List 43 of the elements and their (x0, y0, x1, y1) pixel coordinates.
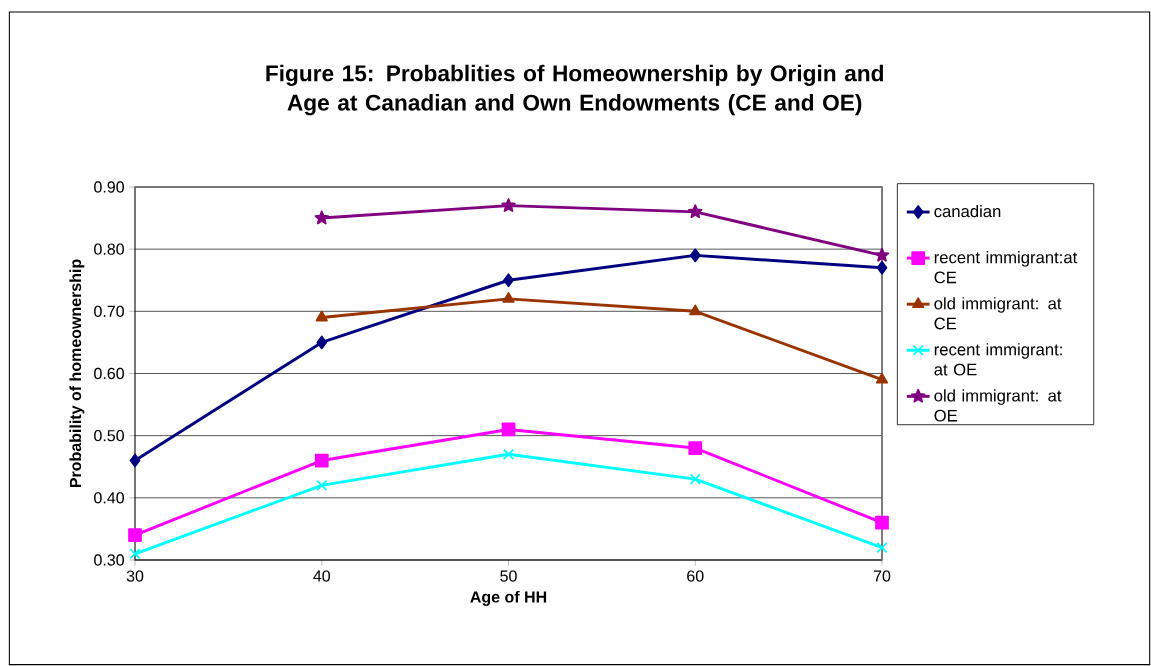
y-axis-title: Probability of homeownership (69, 259, 85, 488)
point (129, 453, 141, 468)
legend-label: canadian (934, 204, 1001, 218)
x-tick-label: 70 (873, 570, 891, 582)
point (876, 260, 888, 275)
point (876, 541, 888, 554)
y-tick-label: 0.60 (94, 367, 124, 380)
y-tick-label: 0.70 (94, 305, 124, 317)
legend-label: old immigrant: at OE (934, 389, 1062, 422)
x-tick-label: 40 (313, 570, 331, 582)
point (315, 310, 328, 322)
point (503, 273, 514, 288)
y-tick-label: 0.40 (94, 492, 124, 504)
point (689, 304, 702, 316)
point (129, 548, 141, 560)
chart-title: Figure 15: Probablities of Homeownership by Origin and Age at Canadian and Own Endowments (CE and OE) (266, 64, 883, 116)
point (689, 248, 701, 263)
legend-label: recent immigrant: at OE (934, 343, 1062, 376)
y-tick-label: 0.50 (94, 429, 124, 442)
point (128, 528, 142, 542)
point (502, 448, 515, 460)
x-axis-title: Age of HH (470, 590, 547, 606)
point (689, 473, 701, 485)
point (502, 292, 515, 303)
x-tick-label: 50 (500, 570, 517, 582)
point (875, 515, 889, 530)
point (688, 204, 703, 219)
point (316, 479, 328, 491)
point (875, 372, 889, 384)
y-tick-label: 0.30 (94, 554, 124, 566)
point (314, 453, 329, 468)
legend-label: old immigrant: at CE (934, 297, 1062, 330)
point (501, 198, 516, 212)
legend-label: recent immigrant:at CE (934, 251, 1078, 284)
y-tick-label: 0.90 (94, 181, 124, 193)
y-tick-label: 0.80 (94, 243, 124, 255)
point (316, 335, 328, 350)
point (314, 210, 329, 225)
point (688, 441, 703, 455)
x-tick-label: 30 (126, 570, 144, 582)
point (874, 247, 890, 262)
point (501, 422, 516, 437)
x-tick-label: 60 (687, 570, 704, 582)
